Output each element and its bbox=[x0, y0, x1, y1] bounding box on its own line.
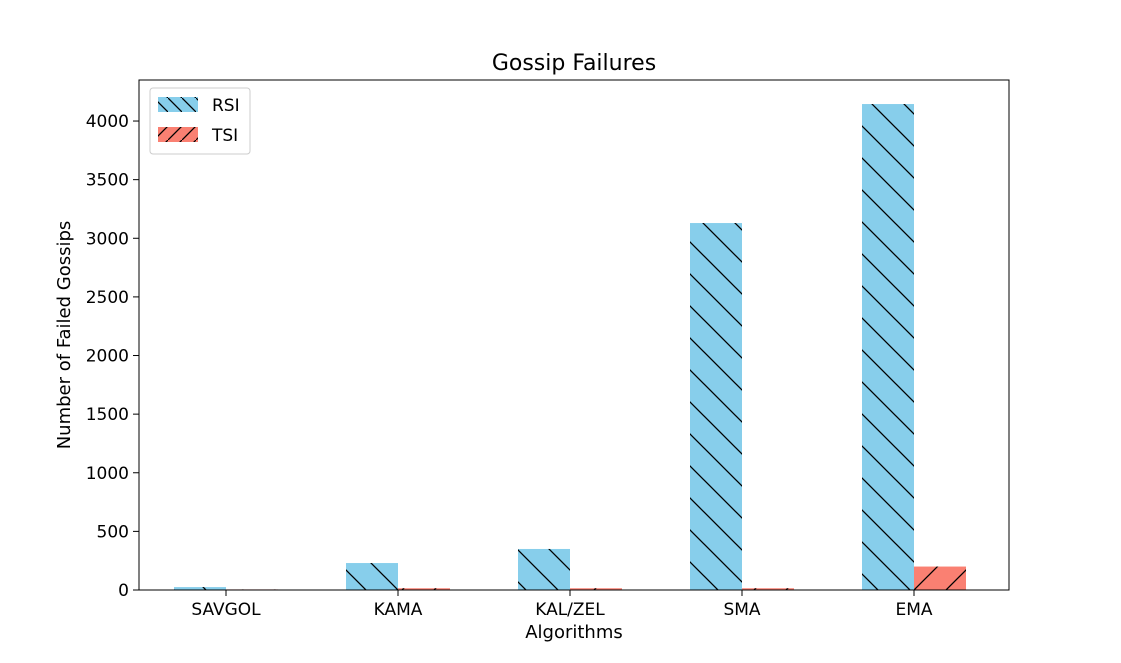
legend-label: TSI bbox=[211, 126, 238, 146]
x-tick-label: SAVGOL bbox=[191, 600, 261, 620]
bar-tsi-3 bbox=[742, 588, 794, 590]
bar-rsi-4 bbox=[862, 104, 914, 590]
y-tick-label: 4000 bbox=[86, 112, 129, 132]
bar-tsi-4 bbox=[914, 566, 966, 590]
y-tick-label: 500 bbox=[97, 522, 129, 542]
plot-frame bbox=[138, 79, 1010, 591]
legend-item-tsi: TSI bbox=[158, 126, 238, 146]
y-tick-label: 0 bbox=[118, 581, 129, 601]
x-tick-label: KAMA bbox=[374, 600, 423, 620]
legend-label: RSI bbox=[212, 96, 240, 116]
y-tick-label: 3000 bbox=[86, 229, 129, 249]
x-axis: SAVGOL KAMA KAL/ZEL SMA EMA bbox=[191, 590, 933, 620]
chart-title: Gossip Failures bbox=[492, 51, 656, 76]
bar-tsi-1 bbox=[398, 588, 450, 590]
bar-rsi-3 bbox=[690, 223, 742, 590]
legend-item-rsi: RSI bbox=[158, 96, 240, 116]
x-tick-label: KAL/ZEL bbox=[535, 600, 605, 620]
bar-rsi-1 bbox=[346, 563, 398, 590]
bar-tsi-2 bbox=[570, 588, 622, 590]
y-tick-label: 1000 bbox=[86, 464, 129, 484]
x-axis-label: Algorithms bbox=[525, 622, 623, 643]
y-tick-label: 2500 bbox=[86, 288, 129, 308]
y-axis-label: Number of Failed Gossips bbox=[54, 221, 75, 450]
legend: RSI TSI bbox=[149, 87, 251, 155]
x-tick-label: EMA bbox=[895, 600, 932, 620]
y-axis: 0 500 1000 1500 2000 2500 3000 3500 4000 bbox=[86, 112, 139, 601]
y-tick-label: 2000 bbox=[86, 347, 129, 367]
bar-rsi-0 bbox=[174, 587, 226, 590]
x-tick-label: SMA bbox=[723, 600, 760, 620]
y-tick-label: 1500 bbox=[86, 405, 129, 425]
bar-rsi-2 bbox=[518, 548, 570, 590]
bars-group bbox=[174, 104, 966, 590]
y-tick-label: 3500 bbox=[86, 171, 129, 191]
